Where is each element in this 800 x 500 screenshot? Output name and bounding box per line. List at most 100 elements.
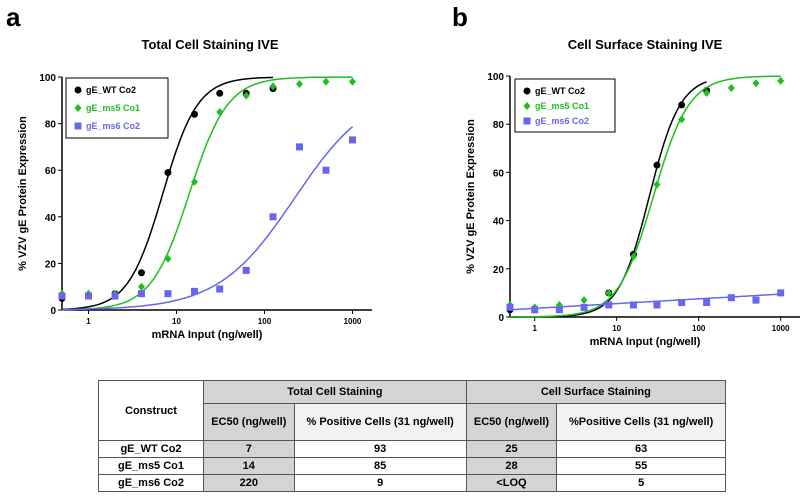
y-tick-label: 0 [50,306,56,317]
table-row: gE_ms5 Co1 14 85 28 55 [98,457,726,475]
cell: 14 [203,457,295,475]
header-col: % Positive Cells (31 ng/well) [293,403,467,441]
y-tick-label: 60 [493,168,505,179]
cell: 25 [465,440,558,458]
data-point [322,166,330,174]
legend-box [514,78,616,133]
data-point [296,79,304,88]
data-point [703,88,711,97]
legend-marker-circle [523,87,531,95]
data-point [605,301,613,309]
data-point [348,136,356,144]
header-col: EC50 (ng/well) [203,403,295,441]
legend-label: gE_ms6 Co2 [535,116,589,126]
panel-label-b: b [452,2,468,32]
legend-marker-square [74,122,82,130]
cell: 220 [203,474,295,492]
legend-label: gE_ms5 Co1 [535,101,589,111]
data-point [216,107,224,116]
y-axis-label: % VZV gE Protein Expression [17,116,29,271]
y-tick-label: 0 [498,313,504,324]
data-point [242,91,250,100]
data-point [111,292,119,300]
data-point [653,161,661,169]
summary-table: Construct Total Cell Staining Cell Surfa… [98,380,727,492]
panel-label-a: a [6,2,21,32]
cell: <LOQ [465,474,558,492]
cell: gE_WT Co2 [98,440,204,458]
data-point [678,115,686,124]
data-point [269,213,277,221]
cell: 5 [556,474,726,492]
y-tick-label: 60 [45,166,57,177]
data-point [164,290,172,298]
data-point [580,303,588,311]
y-tick-label: 100 [39,73,56,84]
cell: 93 [293,440,467,458]
charts: Total Cell Staining IVE 0 20 40 60 80 100 1 10 10… [17,37,800,348]
header-cell-surface: Cell Surface Staining [465,380,727,404]
data-point [629,252,637,261]
data-point [296,143,304,151]
x-tick-label: 100 [692,324,706,333]
header-col: %Positive Cells (31 ng/well) [556,403,726,441]
table-row: gE_WT Co2 7 93 25 63 [98,440,726,458]
y-tick-label: 80 [493,120,505,131]
legend-marker-diamond [74,104,82,112]
y-tick-label: 40 [45,213,57,224]
legend-label: gE_ms5 Co1 [86,103,140,113]
fit-curve [62,76,353,311]
cell: 55 [556,457,726,475]
cell: 9 [293,474,467,492]
data-point [752,79,760,88]
data-point [605,288,613,297]
data-point [531,306,539,314]
chart-total-cell: Total Cell Staining IVE 0 20 40 60 80 100 1 10 10… [17,37,372,341]
x-tick-label: 1000 [772,324,790,333]
data-point [727,84,735,93]
cell: gE_ms6 Co2 [98,474,204,492]
y-tick-label: 80 [45,120,57,131]
data-point [653,301,661,309]
data-point [164,169,172,177]
data-point [242,266,250,274]
legend-label: gE_WT Co2 [86,85,136,95]
header-col: EC50 (ng/well) [465,403,558,441]
data-point [703,299,711,307]
y-tick-label: 20 [493,265,505,276]
cell: 28 [465,457,558,475]
data-point [164,254,172,263]
data-point [678,299,686,307]
x-tick-label: 10 [612,324,621,333]
x-tick-label: 1 [86,317,91,326]
y-tick-label: 100 [487,72,504,83]
data-point [84,292,92,300]
data-point [216,89,224,97]
chart-cell-surface: Cell Surface Staining IVE 0 20 40 60 80 100 1 10… [465,37,800,348]
cell: 85 [293,457,467,475]
data-point [190,110,198,118]
legend-box [65,77,169,139]
legend-marker-diamond [523,102,531,110]
data-point [727,294,735,302]
y-tick-label: 20 [45,259,57,270]
data-point [137,290,145,298]
data-point [137,269,145,277]
x-axis-label: mRNA Input (ng/well) [152,329,263,341]
data-point [322,77,330,86]
data-point [190,177,198,186]
fit-curve [62,126,353,311]
data-point [653,180,661,189]
fit-curve [61,76,274,311]
header-total-cell: Total Cell Staining [203,380,467,404]
legend: gE_WT Co2 gE_ms5 Co1 gE_ms6 Co2 [65,77,169,139]
y-axis-label: % VZV gE Protein Expression [465,119,477,274]
data-point [752,296,760,304]
data-point [348,77,356,86]
data-point [137,282,145,291]
legend-label: gE_ms6 Co2 [86,121,140,131]
data-point [216,285,224,293]
fit-curve [510,75,781,318]
chart-title: Total Cell Staining IVE [142,37,279,52]
data-point [190,287,198,295]
